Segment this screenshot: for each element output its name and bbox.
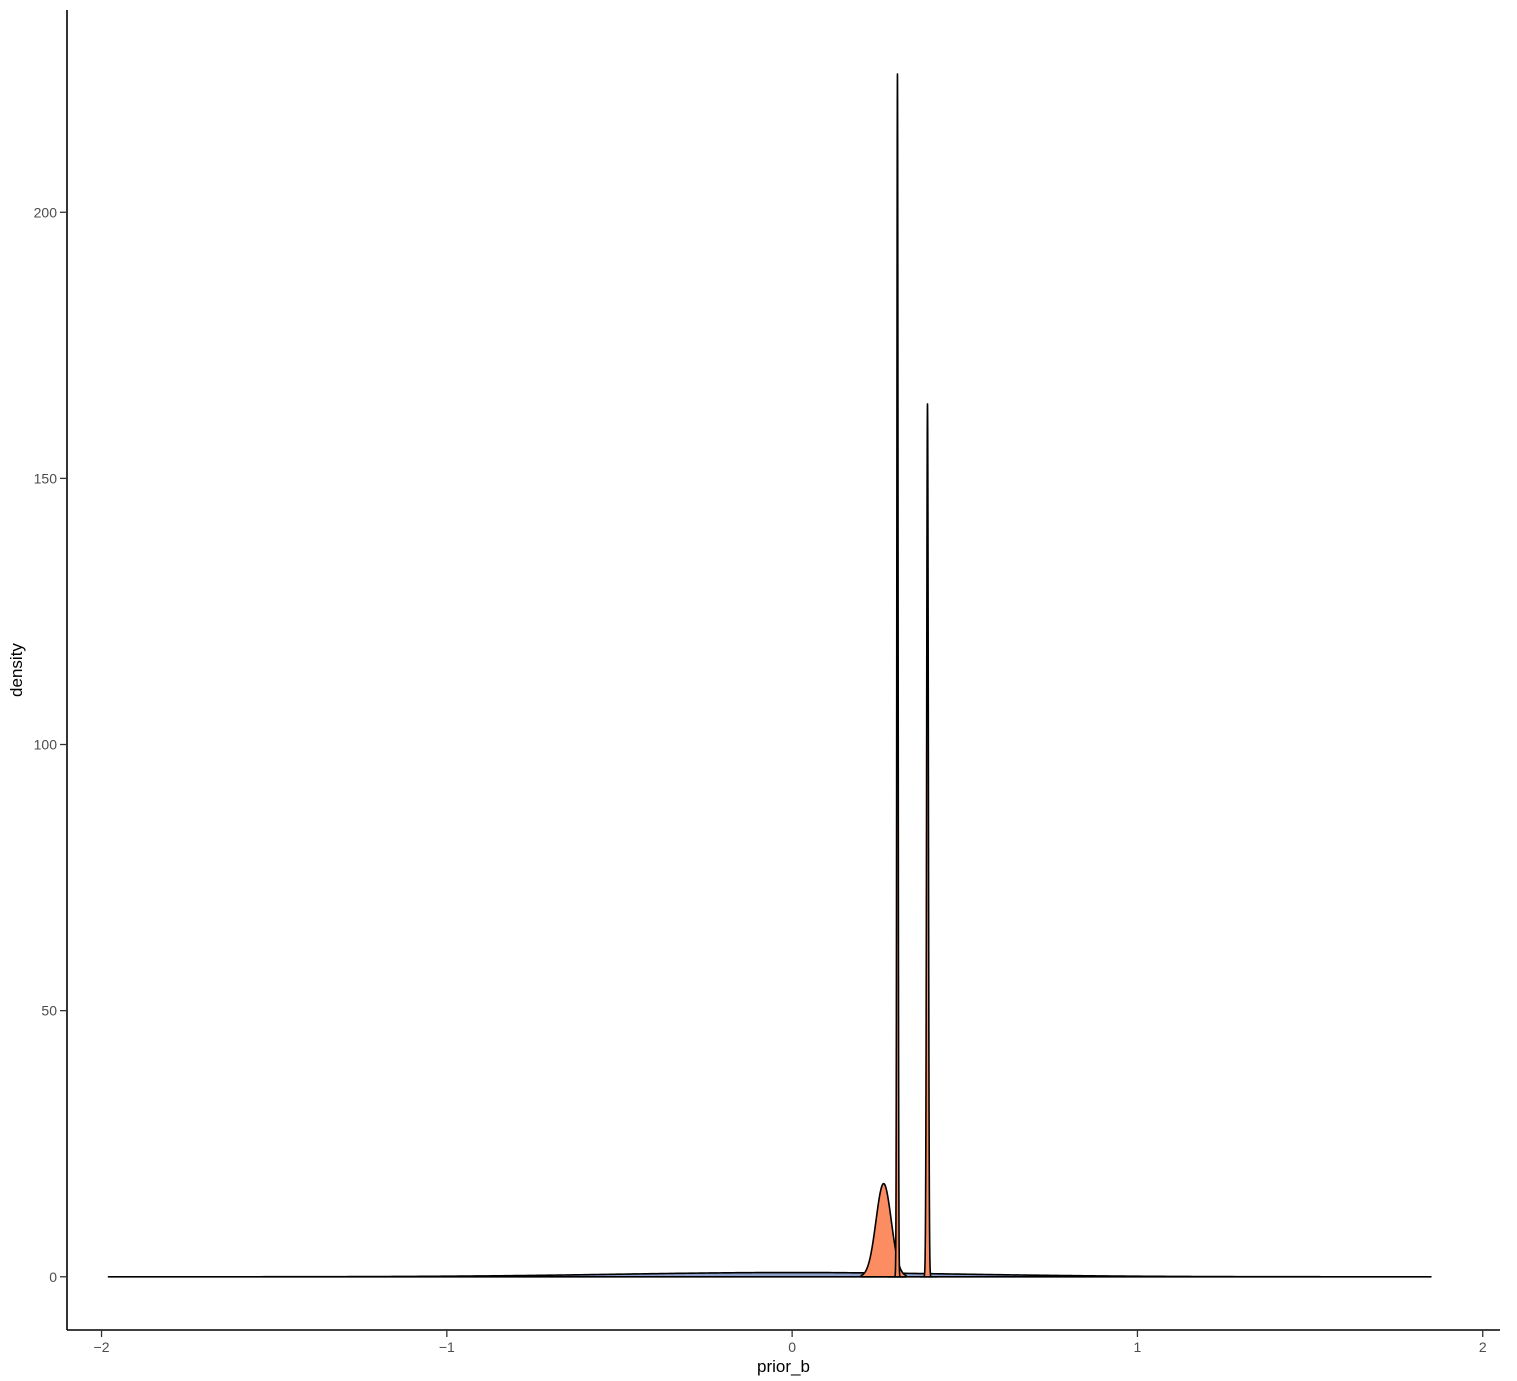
axes	[66, 10, 1500, 1331]
x-tick-label: −2	[94, 1339, 110, 1355]
x-tick-label: 0	[788, 1339, 796, 1355]
y-axis-title: density	[7, 643, 26, 697]
x-tick-label: 1	[1134, 1339, 1142, 1355]
prior-density-0	[107, 1271, 1432, 1278]
y-tick-label: 50	[41, 1003, 57, 1019]
y-tick-label: 150	[34, 470, 58, 486]
y-tick-label: 0	[49, 1269, 57, 1285]
plot-area	[107, 73, 1432, 1278]
y-tick-label: 200	[34, 204, 58, 220]
x-tick-label: −1	[439, 1339, 455, 1355]
x-tick-label: 2	[1479, 1339, 1487, 1355]
posterior-density-3	[919, 403, 938, 1278]
posterior-density-2	[888, 73, 907, 1278]
y-tick-label: 100	[34, 737, 58, 753]
x-axis-title: prior_b	[757, 1357, 810, 1376]
x-axis-ticks: −2 −1 0 1 2	[94, 1330, 1487, 1355]
y-axis-ticks: 0 50 100 150 200	[34, 204, 67, 1285]
